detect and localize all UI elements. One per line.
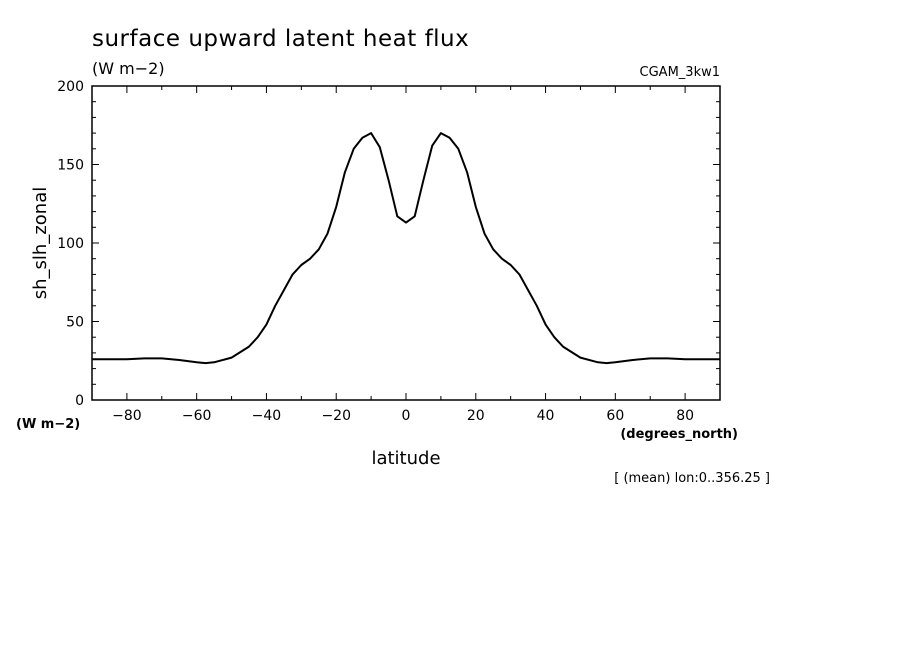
x-tick-label: 20 — [467, 408, 485, 424]
series-line — [92, 132, 720, 365]
y-axis-units: (W m−2) — [16, 417, 80, 432]
x-tick-label: −80 — [112, 408, 142, 424]
x-axis-label: latitude — [371, 448, 440, 469]
y-tick-label: 50 — [66, 315, 84, 331]
y-tick-labels: 0 50 100 150 200 — [57, 79, 84, 409]
y-axis-label: sh_slh_zonal — [30, 187, 51, 299]
x-tick-labels: −80 −60 −40 −20 0 20 40 60 80 — [112, 408, 694, 424]
plot-frame — [91, 85, 721, 401]
footnote: [ (mean) lon:0..356.25 ] — [614, 471, 770, 486]
y-tick-label: 0 — [75, 393, 84, 409]
chart-subtitle: (W m−2) — [92, 59, 165, 78]
x-tick-label: 40 — [537, 408, 555, 424]
chart-title: surface upward latent heat flux — [92, 26, 469, 52]
y-tick-label: 100 — [57, 236, 84, 252]
y-tick-label: 200 — [57, 79, 84, 95]
x-tick-label: 60 — [606, 408, 624, 424]
x-axis-units: (degrees_north) — [620, 427, 738, 442]
x-tick-label: 80 — [676, 408, 694, 424]
plot-axes — [91, 85, 721, 401]
x-tick-label: 0 — [402, 408, 411, 424]
dataset-label: CGAM_3kw1 — [640, 65, 720, 80]
x-tick-label: −20 — [321, 408, 351, 424]
series-group — [92, 132, 720, 365]
axis-ticks — [91, 85, 721, 401]
x-tick-label: −40 — [252, 408, 282, 424]
y-tick-label: 150 — [57, 158, 84, 174]
x-tick-label: −60 — [182, 408, 212, 424]
